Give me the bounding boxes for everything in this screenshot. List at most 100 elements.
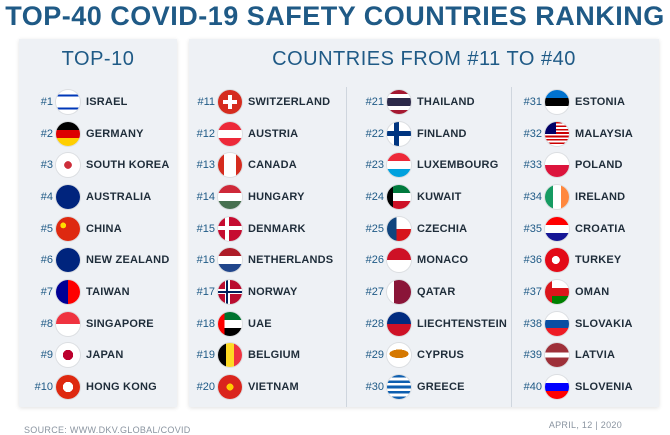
country-name: SOUTH KOREA xyxy=(86,159,170,172)
country-name: GERMANY xyxy=(86,127,144,140)
ireland-flag-icon xyxy=(545,184,569,209)
rank-number: #37 xyxy=(523,285,542,298)
rank-number: #2 xyxy=(40,127,53,140)
rank-number: #34 xyxy=(523,190,542,203)
country-row: #37 OMAN xyxy=(518,276,633,308)
country-row: #34 IRELAND xyxy=(518,181,633,213)
rank-number: #8 xyxy=(40,317,53,330)
column-divider xyxy=(511,87,512,407)
country-name: NEW ZEALAND xyxy=(86,254,170,267)
rank-number: #31 xyxy=(523,95,542,108)
country-name: ISRAEL xyxy=(86,95,128,108)
country-row: #35 CROATIA xyxy=(518,213,633,245)
country-name: OMAN xyxy=(575,285,610,298)
rank-number: #10 xyxy=(34,381,53,394)
country-row: #1 ISRAEL xyxy=(29,86,169,118)
greece-flag-icon xyxy=(387,375,411,400)
country-name: CHINA xyxy=(86,222,122,235)
country-row: #7 TAIWAN xyxy=(29,276,169,308)
country-row: #25 CZECHIA xyxy=(360,213,507,245)
rank-number: #14 xyxy=(196,190,215,203)
country-name: CYPRUS xyxy=(417,349,465,362)
rank-number: #12 xyxy=(196,127,215,140)
country-name: THAILAND xyxy=(417,95,475,108)
rank-number: #30 xyxy=(365,381,384,394)
country-name: NORWAY xyxy=(248,285,298,298)
turkey-flag-icon xyxy=(545,248,569,273)
rank-number: #7 xyxy=(40,285,53,298)
country-name: IRELAND xyxy=(575,190,626,203)
country-row: #40 SLOVENIA xyxy=(518,371,633,403)
rank-number: #11 xyxy=(197,95,215,108)
top-10-list: #1 ISRAEL #2 GERMANY #3 SOUTH KOREA #4 AUSTRALI… xyxy=(29,86,169,403)
germany-flag-icon xyxy=(56,121,80,146)
countries-21-30-list: #21 THAILAND #22 FINLAND #23 LUXEMBOURG #24 KUW… xyxy=(360,86,507,403)
kuwait-flag-icon xyxy=(387,184,411,209)
country-row: #28 LIECHTENSTEIN xyxy=(360,308,507,340)
rank-number: #18 xyxy=(196,317,215,330)
country-name: CZECHIA xyxy=(417,222,468,235)
country-name: CANADA xyxy=(248,159,297,172)
country-name: TAIWAN xyxy=(86,285,130,298)
country-row: #12 AUSTRIA xyxy=(191,118,333,150)
slovenia-flag-icon xyxy=(545,375,569,400)
rank-number: #6 xyxy=(40,254,53,267)
taiwan-flag-icon xyxy=(56,279,80,304)
country-name: QATAR xyxy=(417,285,456,298)
country-row: #6 NEW ZEALAND xyxy=(29,244,169,276)
country-name: KUWAIT xyxy=(417,190,462,203)
rank-number: #20 xyxy=(196,381,215,394)
country-row: #23 LUXEMBOURG xyxy=(360,149,507,181)
country-row: #15 DENMARK xyxy=(191,213,333,245)
country-name: SLOVENIA xyxy=(575,381,633,394)
poland-flag-icon xyxy=(545,153,569,178)
malaysia-flag-icon xyxy=(545,121,569,146)
countries-31-40-list: #31 ESTONIA #32 MALAYSIA #33 POLAND #34 IRELAND… xyxy=(518,86,633,403)
source-note: SOURCE: WWW.DKV.GLOBAL/COVID xyxy=(24,425,191,435)
country-name: NETHERLANDS xyxy=(248,254,334,267)
country-row: #14 HUNGARY xyxy=(191,181,333,213)
country-row: #2 GERMANY xyxy=(29,118,169,150)
rank-number: #32 xyxy=(523,127,542,140)
singapore-flag-icon xyxy=(56,311,80,336)
country-row: #22 FINLAND xyxy=(360,118,507,150)
country-name: GREECE xyxy=(417,381,465,394)
country-name: HUNGARY xyxy=(248,190,305,203)
country-row: #27 QATAR xyxy=(360,276,507,308)
slovakia-flag-icon xyxy=(545,311,569,336)
country-row: #8 SINGAPORE xyxy=(29,308,169,340)
croatia-flag-icon xyxy=(545,216,569,241)
country-name: JAPAN xyxy=(86,349,124,362)
new-zealand-flag-icon xyxy=(56,248,80,273)
rank-number: #28 xyxy=(365,317,384,330)
country-row: #11 SWITZERLAND xyxy=(191,86,333,118)
rank-number: #19 xyxy=(196,349,215,362)
rank-number: #38 xyxy=(523,317,542,330)
country-row: #36 TURKEY xyxy=(518,244,633,276)
rank-number: #16 xyxy=(196,254,215,267)
date-note: APRIL, 12 | 2020 xyxy=(548,420,622,430)
country-name: ESTONIA xyxy=(575,95,626,108)
denmark-flag-icon xyxy=(218,216,242,241)
hong-kong-flag-icon xyxy=(56,375,80,400)
israel-flag-icon xyxy=(56,89,80,114)
luxembourg-flag-icon xyxy=(387,153,411,178)
country-row: #32 MALAYSIA xyxy=(518,118,633,150)
countries-11-40-heading: COUNTRIES FROM #11 TO #40 xyxy=(272,48,576,70)
country-row: #24 KUWAIT xyxy=(360,181,507,213)
rank-number: #24 xyxy=(365,190,384,203)
cyprus-flag-icon xyxy=(387,343,411,368)
oman-flag-icon xyxy=(545,279,569,304)
rank-number: #4 xyxy=(40,190,53,203)
rank-number: #40 xyxy=(523,381,542,394)
canada-flag-icon xyxy=(218,153,242,178)
rank-number: #17 xyxy=(196,285,215,298)
uae-flag-icon xyxy=(218,311,242,336)
page-title: TOP-40 COVID-19 SAFETY COUNTRIES RANKING xyxy=(5,1,665,31)
rank-number: #25 xyxy=(365,222,384,235)
top-10-heading: TOP-10 xyxy=(61,48,135,70)
rank-number: #22 xyxy=(365,127,384,140)
column-divider xyxy=(346,87,347,407)
liechtenstein-flag-icon xyxy=(387,311,411,336)
country-name: AUSTRIA xyxy=(248,127,299,140)
